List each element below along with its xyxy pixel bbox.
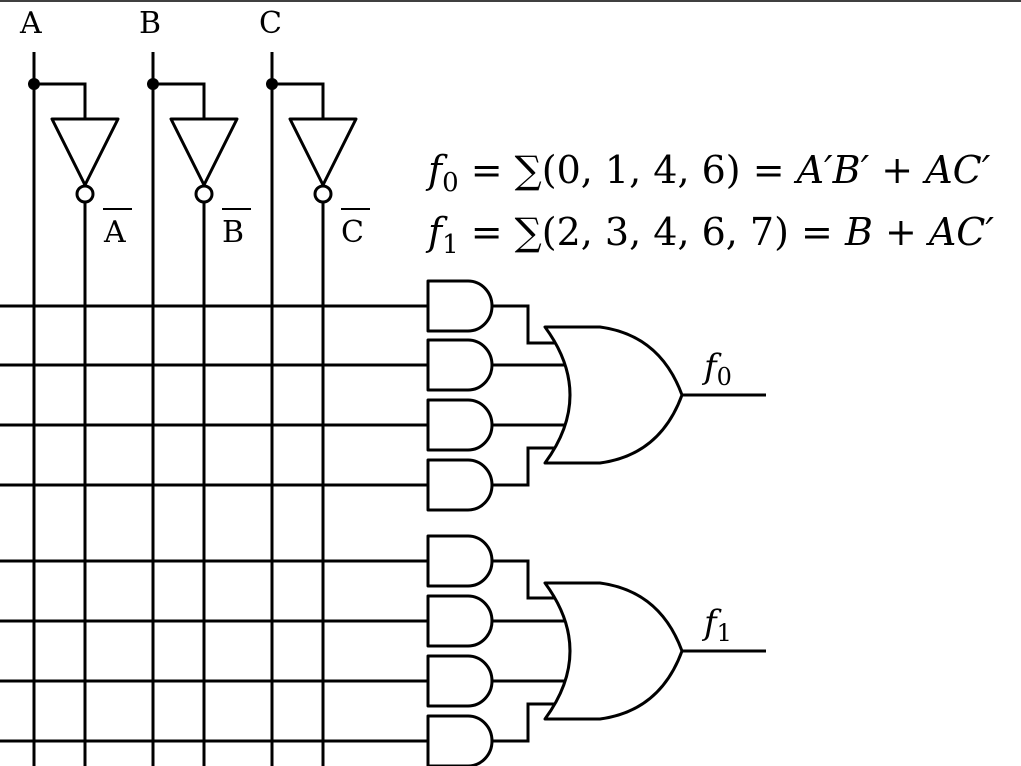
inverter-b — [169, 117, 239, 204]
input-label-b: B — [139, 6, 161, 41]
input-label-c: C — [259, 6, 282, 41]
complement-label-c: C — [341, 208, 370, 250]
or-gate-f0 — [543, 325, 684, 465]
input-label-a: A — [19, 6, 42, 41]
branch-b — [153, 82, 206, 119]
output-label-f1: f1 — [701, 603, 732, 647]
product-term-lines — [0, 304, 428, 743]
and-gates-f0 — [426, 279, 494, 512]
complement-label-b: B — [222, 208, 251, 250]
branch-a — [34, 82, 87, 119]
equation-f1: f1 = ∑(2, 3, 4, 6, 7) = B + AC′ — [425, 210, 994, 260]
branch-c — [272, 82, 325, 119]
or-gate-f1 — [543, 581, 684, 721]
equation-f0: f0 = ∑(0, 1, 4, 6) = A′B′ + AC′ — [425, 148, 991, 198]
inverter-a — [50, 117, 120, 204]
svg-text:C: C — [341, 215, 364, 250]
and-to-or-wires-f1 — [492, 559, 570, 743]
junction-dot-b — [147, 78, 159, 90]
inverter-c — [288, 117, 358, 204]
junction-dot-a — [28, 78, 40, 90]
output-label-f0: f0 — [701, 347, 732, 391]
junction-dot-c — [266, 78, 278, 90]
and-gates-f1 — [426, 534, 494, 766]
and-to-or-wires-f0 — [492, 304, 570, 487]
complement-label-a: A — [103, 208, 132, 250]
svg-text:A: A — [103, 215, 126, 250]
svg-text:B: B — [222, 215, 244, 250]
